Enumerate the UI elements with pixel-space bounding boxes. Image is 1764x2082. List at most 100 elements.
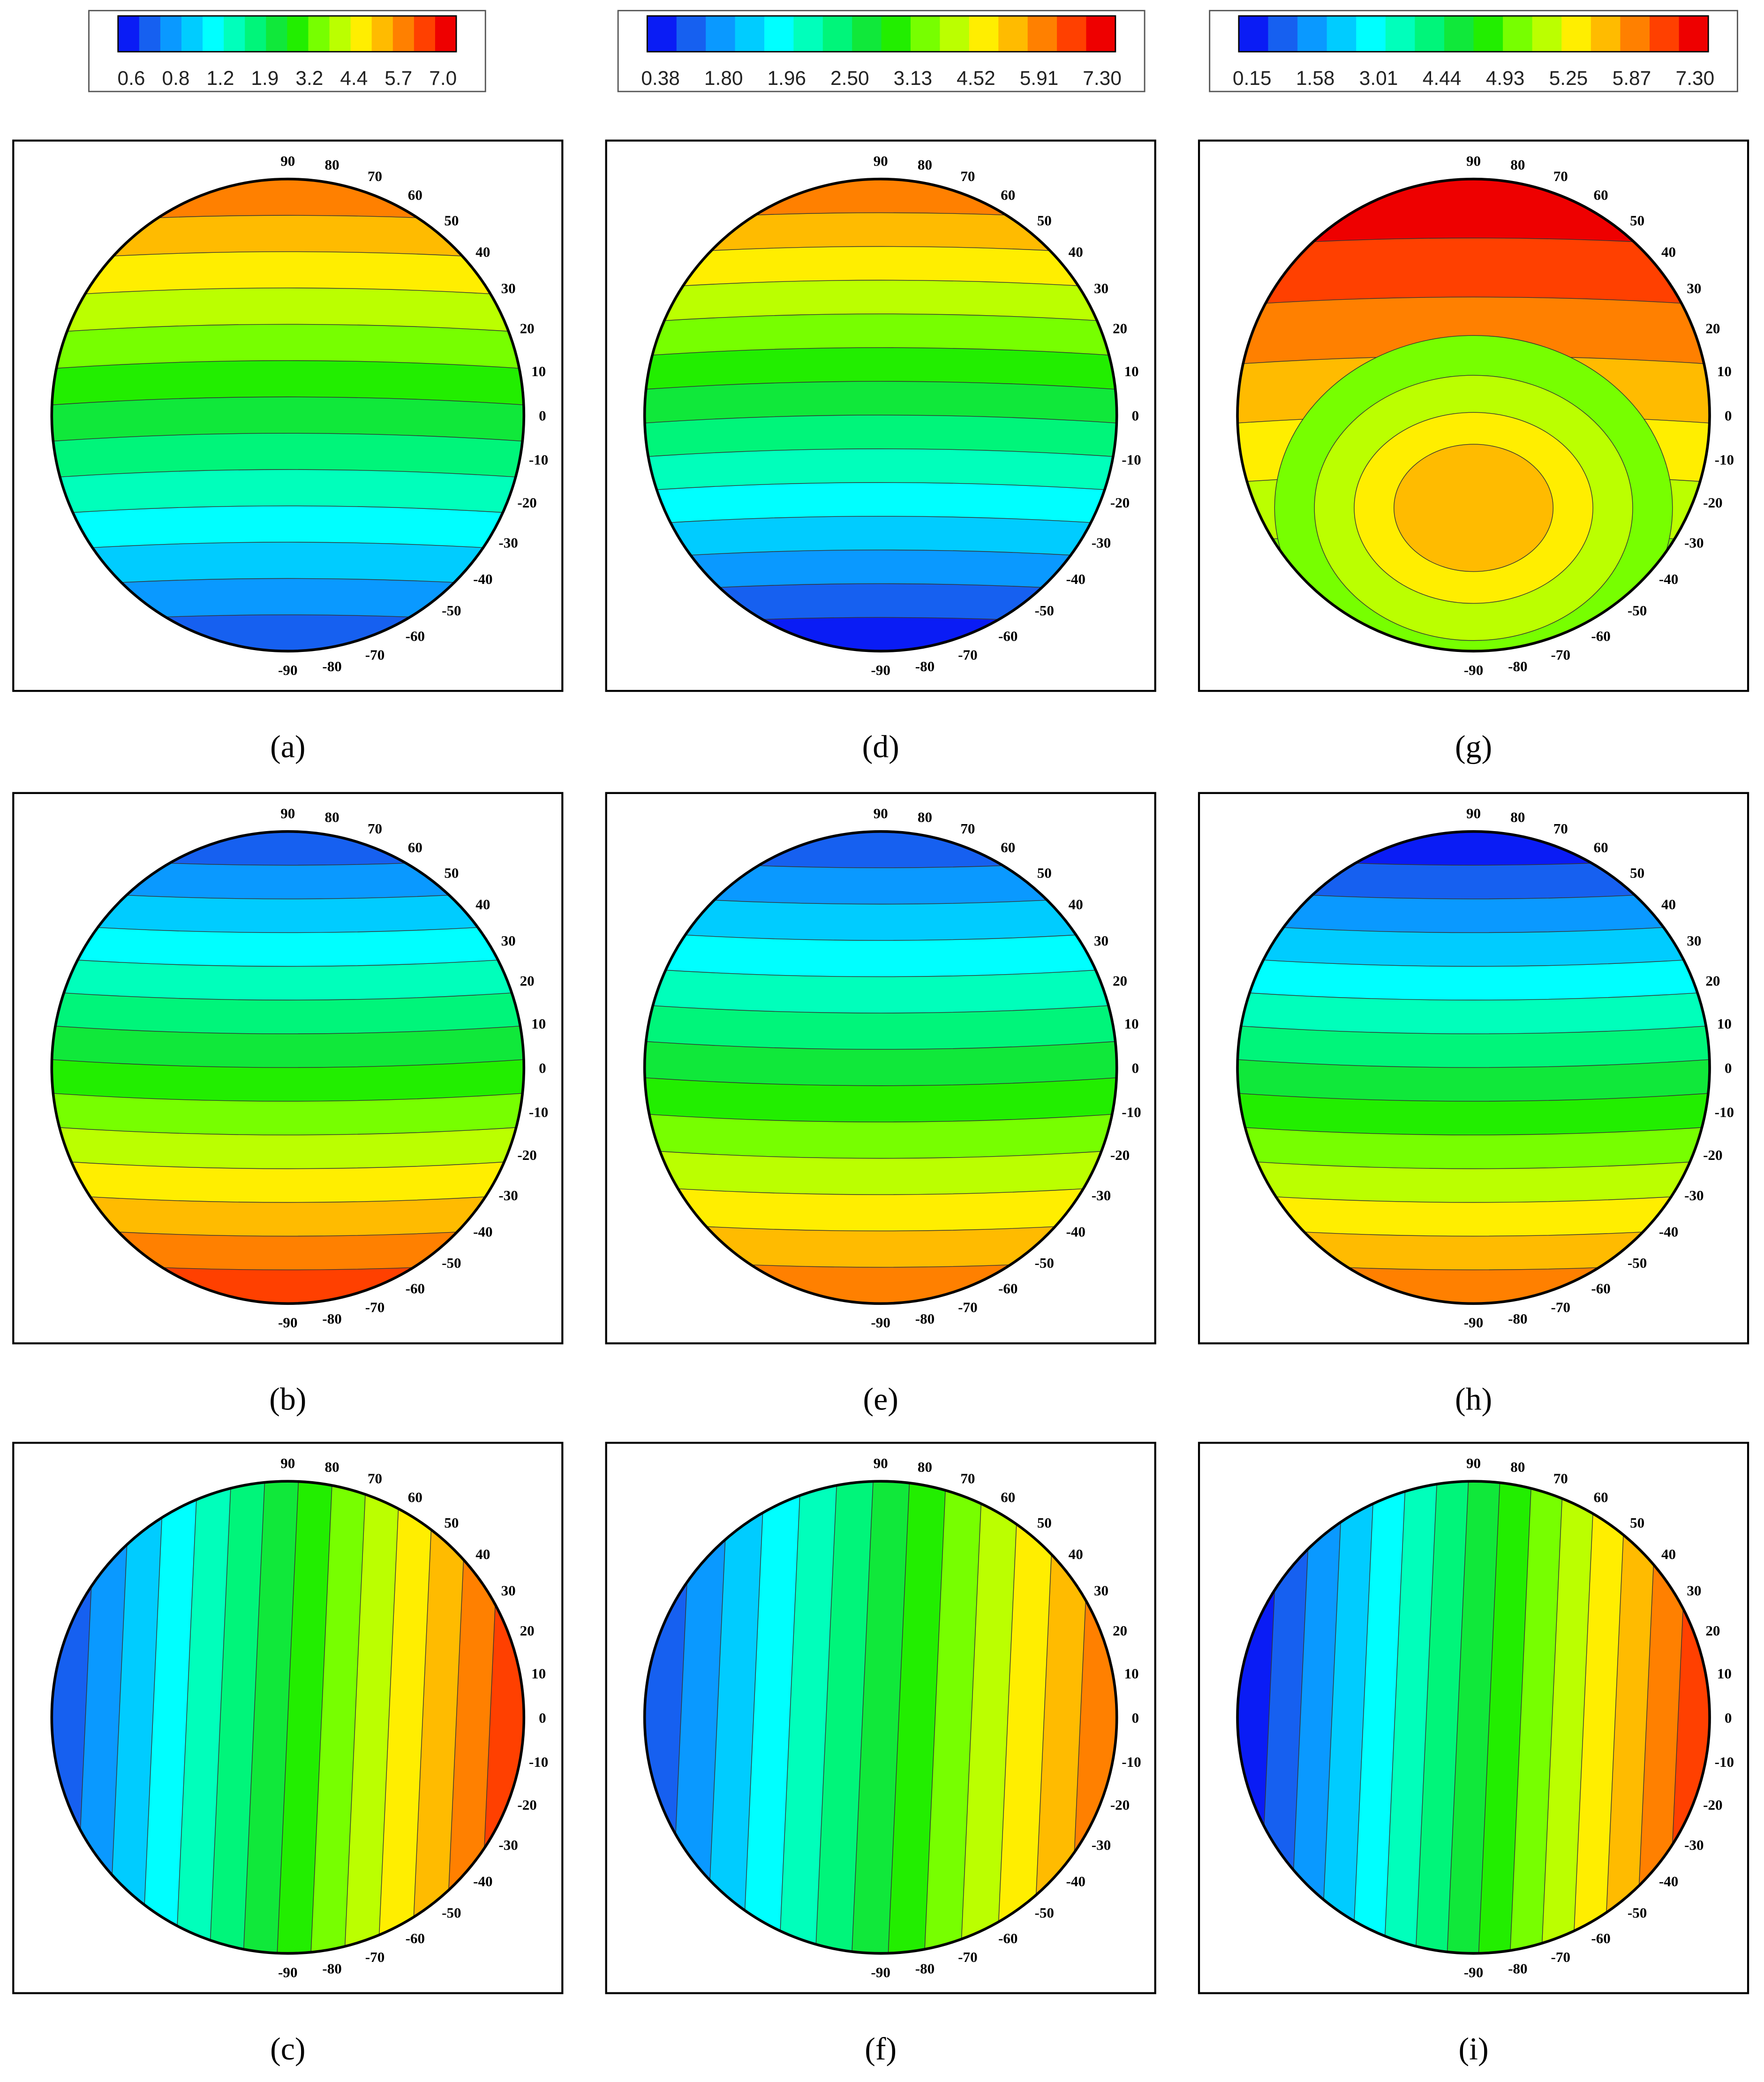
colorbar-label: 1.58	[1296, 67, 1335, 89]
colorbar-swatch	[392, 15, 415, 52]
angle-label: 50	[1630, 1514, 1644, 1531]
angle-label: 90	[280, 1455, 295, 1471]
angle-label: 50	[1630, 212, 1644, 228]
contour-band	[960, 1481, 1020, 1953]
angle-label: 70	[1553, 1470, 1568, 1487]
colorbar-outline	[646, 15, 1116, 53]
angle-label: 0	[539, 1060, 546, 1076]
angle-label: 80	[918, 1459, 932, 1475]
angle-label: -30	[1684, 1187, 1704, 1204]
colorbar-swatch	[1027, 15, 1057, 52]
colorbar-swatch	[1086, 15, 1116, 52]
angle-label: -20	[1703, 494, 1722, 511]
panel-label: (f)	[865, 2031, 897, 2067]
angle-label: 50	[1037, 1514, 1052, 1531]
angle-label: 0	[1131, 407, 1139, 424]
contour-band	[243, 1481, 300, 1953]
angle-label: 10	[1124, 1666, 1138, 1682]
colorbar-swatch	[308, 15, 330, 52]
colorbar-swatch	[647, 15, 677, 52]
angle-label: -20	[517, 1796, 536, 1813]
angle-label: -50	[1628, 1255, 1647, 1271]
angle-label: -70	[958, 1949, 977, 1965]
angle-label: 40	[1661, 1546, 1676, 1562]
contour-band	[706, 1481, 766, 1953]
panel-label: (b)	[269, 1382, 306, 1417]
contour-band	[1384, 1481, 1439, 1953]
angle-label: 40	[1661, 243, 1676, 260]
angle-label: 40	[475, 896, 490, 912]
angle-label: -30	[1092, 1837, 1111, 1853]
contour-map	[644, 1481, 1117, 1953]
angle-label: -60	[998, 1930, 1018, 1946]
angle-label: -10	[1715, 1104, 1734, 1120]
colorbar-label: 5.87	[1613, 67, 1651, 89]
angle-label: -50	[1628, 602, 1647, 619]
colorbar-label: 2.50	[830, 67, 869, 89]
angle-label: -60	[998, 628, 1018, 644]
colorbar-label: 1.9	[251, 67, 279, 89]
colorbar-swatch	[266, 15, 288, 52]
colorbar-swatch	[1679, 15, 1709, 52]
colorbar-swatch	[1297, 15, 1327, 52]
angle-label: -50	[442, 602, 461, 619]
angle-label: 80	[1510, 1459, 1525, 1475]
contour-map	[52, 1481, 524, 1953]
colorbar-label: 1.2	[206, 67, 234, 89]
contour-band	[742, 1481, 802, 1953]
angle-label: 70	[960, 168, 975, 184]
angle-label: 60	[408, 1489, 422, 1506]
colorbar-swatch	[1356, 15, 1386, 52]
angle-label: -40	[473, 571, 492, 587]
circle-outline	[1236, 830, 1711, 1305]
colorbar-swatch	[1620, 15, 1650, 52]
angle-label: 80	[1510, 809, 1525, 825]
angle-label: 30	[1094, 280, 1108, 296]
panel-label: (e)	[863, 1382, 898, 1417]
angle-label: 90	[874, 1455, 888, 1471]
angle-label: 40	[1069, 243, 1083, 260]
angle-label: -20	[1703, 1147, 1722, 1163]
angle-label: -90	[871, 662, 890, 678]
contour-band	[888, 1481, 948, 1953]
panel-label: (h)	[1455, 1382, 1492, 1417]
colorbar-label: 1.96	[767, 67, 806, 89]
angle-label: -60	[1591, 1930, 1610, 1946]
contour-band	[175, 1481, 233, 1953]
contour-band	[74, 1481, 132, 1953]
panel-label: (a)	[270, 729, 305, 764]
angle-label: -80	[915, 658, 935, 674]
angle-label: -80	[322, 1310, 341, 1327]
colorbar-label: 0.15	[1233, 67, 1272, 89]
angle-label: -80	[915, 1960, 935, 1976]
angle-label: 50	[444, 1514, 459, 1531]
angle-label: -20	[517, 494, 536, 511]
angle-label: 50	[1630, 865, 1644, 881]
angle-label: 10	[531, 363, 546, 379]
colorbar-swatch	[940, 15, 970, 52]
circle-outline	[50, 1480, 526, 1955]
angle-label: 80	[1510, 157, 1525, 173]
angle-label: -90	[871, 1314, 890, 1331]
angle-label: -80	[1508, 1310, 1527, 1327]
colorbar-swatch	[414, 15, 436, 52]
colorbar-swatch	[1532, 15, 1562, 52]
angle-label: 60	[1001, 187, 1015, 203]
angle-label: -80	[322, 1960, 341, 1976]
angle-label: -90	[871, 1964, 890, 1981]
angle-label: 40	[1661, 896, 1676, 912]
angle-label: 80	[918, 157, 932, 173]
colorbar-swatch	[181, 15, 203, 52]
colorbar-swatch	[1057, 15, 1087, 52]
circle-outline	[643, 830, 1118, 1305]
angle-label: 40	[1069, 896, 1083, 912]
angle-label: -60	[406, 1280, 425, 1296]
colorbar-swatch	[245, 15, 267, 52]
angle-label: -20	[1110, 494, 1130, 511]
colorbar-label: 5.25	[1549, 67, 1588, 89]
colorbar-swatch	[224, 15, 246, 52]
angle-label: 0	[1131, 1710, 1139, 1726]
colorbar-label: 7.0	[429, 67, 457, 89]
angle-label: 30	[1687, 280, 1701, 296]
angle-label: -80	[915, 1310, 935, 1327]
